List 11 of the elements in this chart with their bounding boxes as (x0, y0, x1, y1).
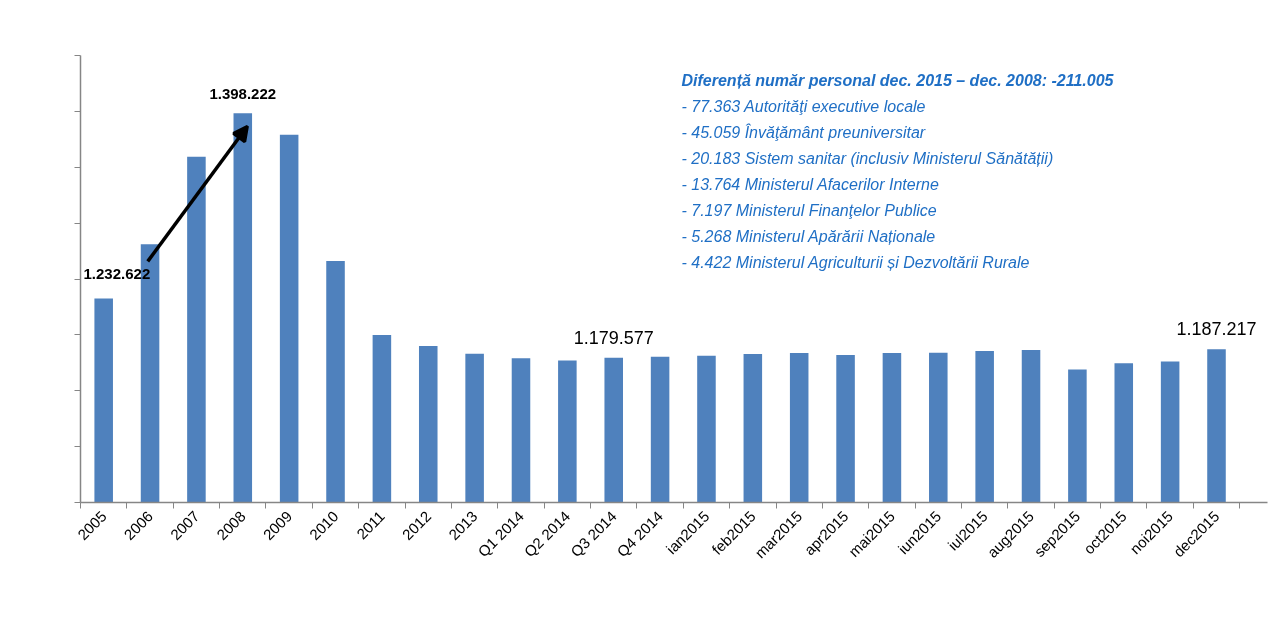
annotation: - 20.183 Sistem sanitar (inclusiv Ministerul Sănătății) (681, 149, 1054, 167)
data-label: 1.179.577 (573, 327, 654, 348)
annotation: Diferență număr personal dec. 2015 – dec. 2008: -211.005 (681, 71, 1115, 89)
annotation: - 45.059 Învăţământ preuniversitar (681, 122, 926, 141)
annotation: - 7.197 Ministerul Finanţelor Publice (681, 201, 937, 219)
annotation: - 77.363 Autorităţi executive locale (681, 97, 926, 115)
data-label: 1.187.217 (1176, 319, 1257, 340)
annotation: - 5.268 Ministerul Apărării Naționale (681, 227, 936, 245)
annotation: - 4.422 Ministerul Agriculturii și Dezvoltării Rurale (681, 253, 1030, 271)
annotation: - 13.764 Ministerul Afacerilor Interne (681, 175, 939, 193)
data-label: 1.398.222 (209, 85, 277, 103)
